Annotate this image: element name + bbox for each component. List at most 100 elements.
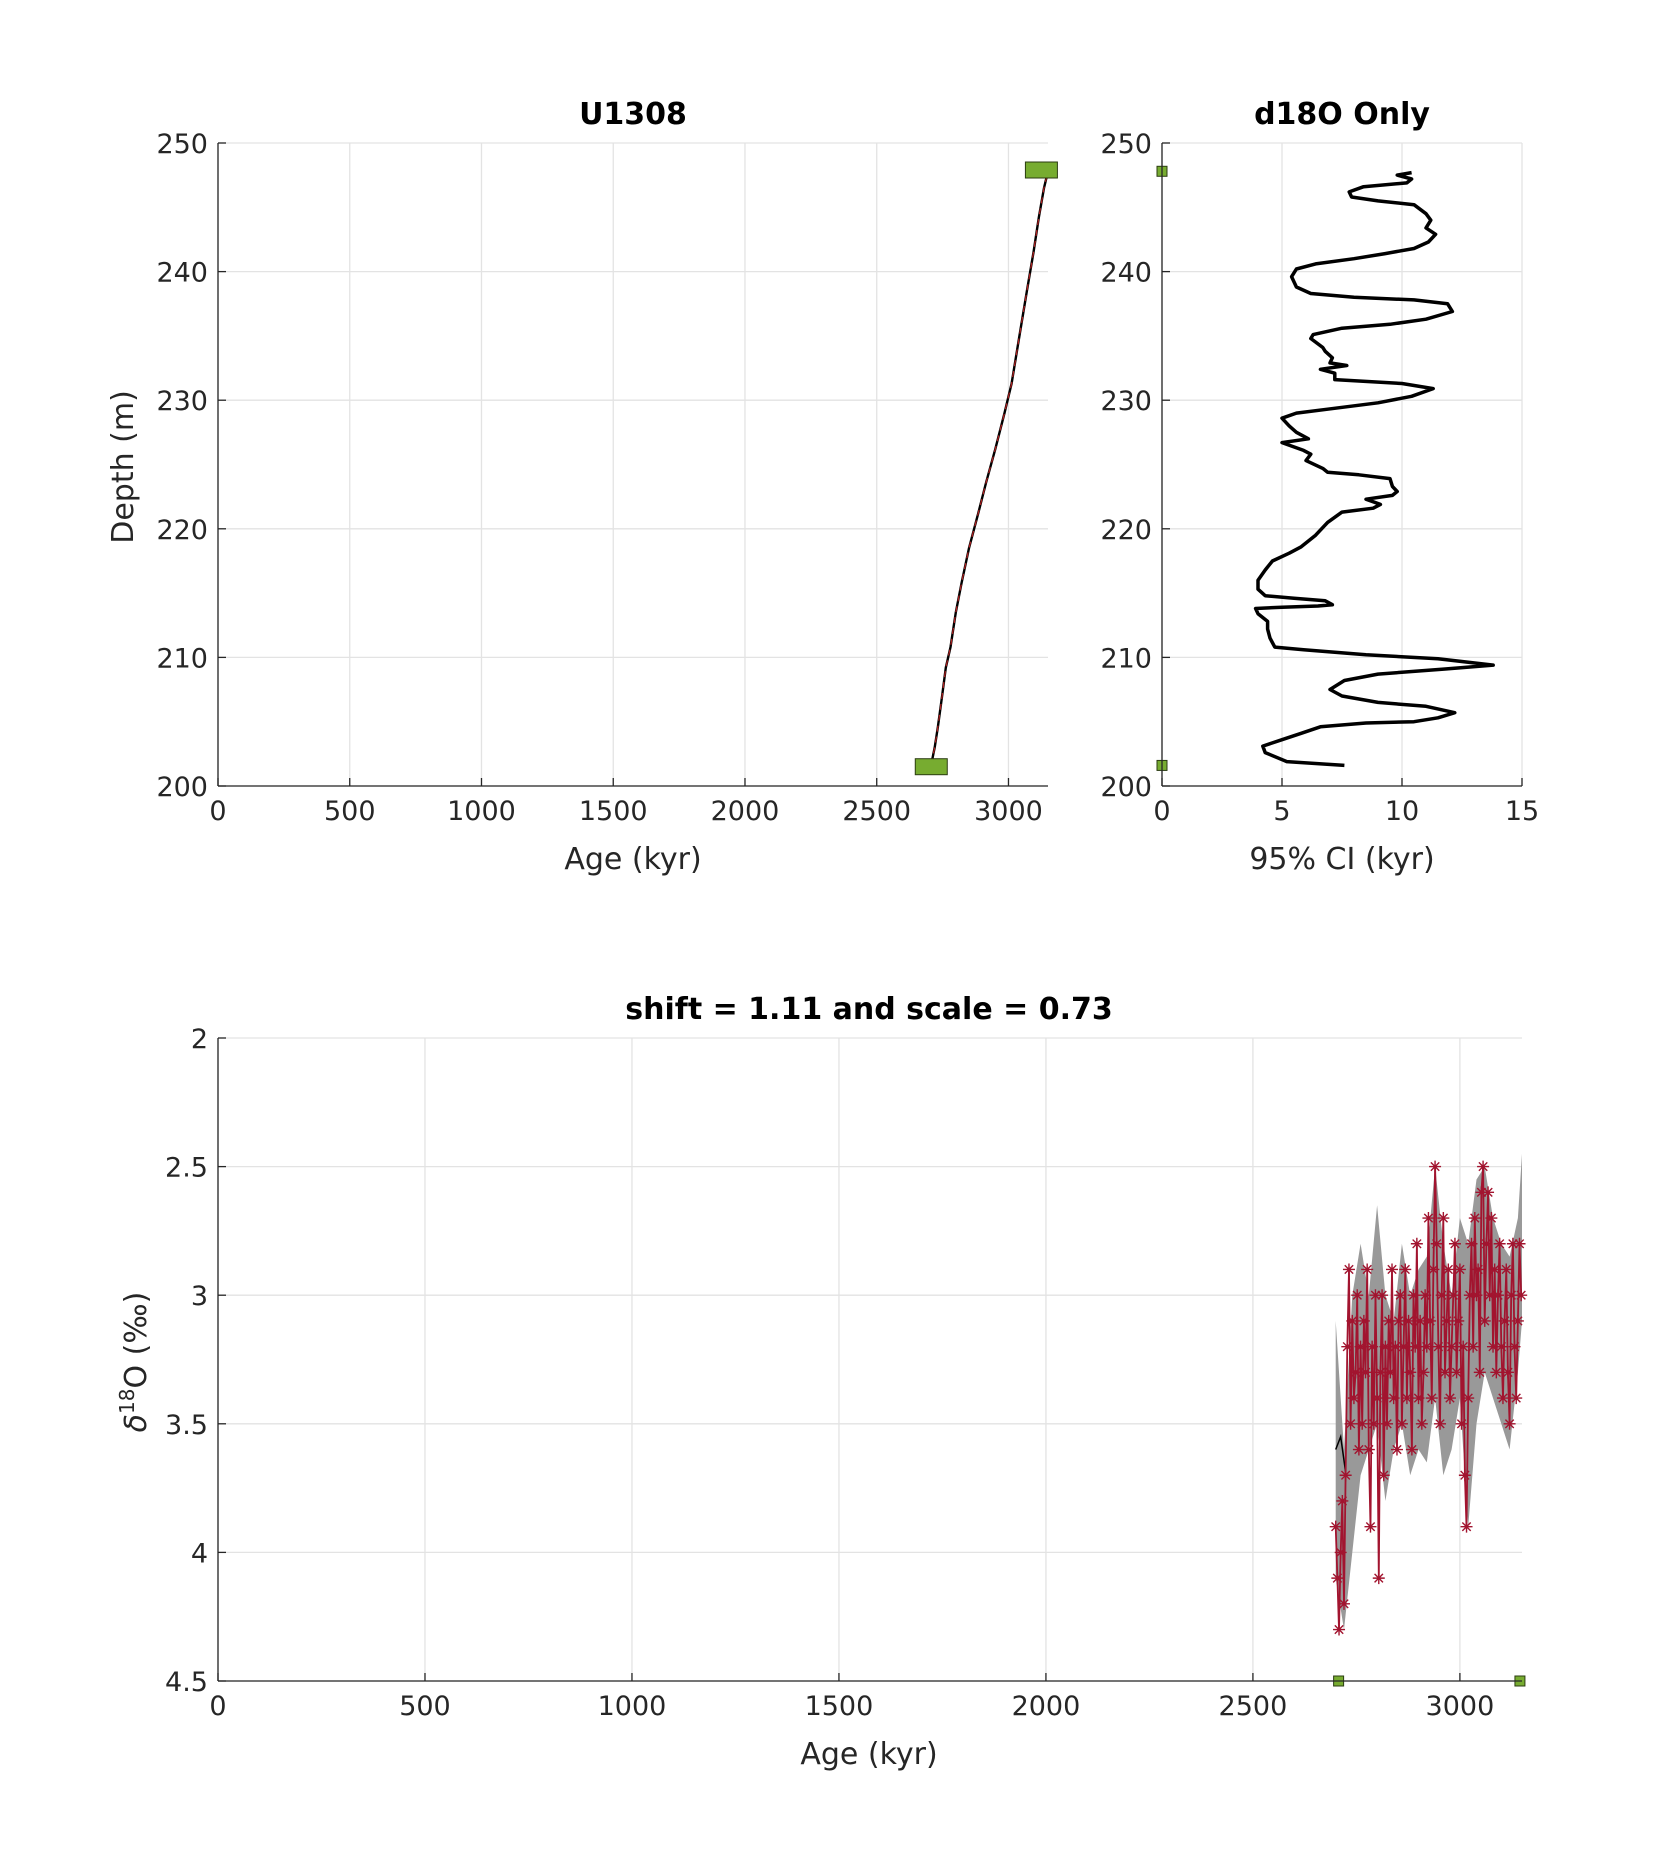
age-depth-title: U1308 xyxy=(579,97,687,132)
d18o-record-point xyxy=(1496,1392,1509,1405)
d18o-record-point xyxy=(1432,1340,1445,1353)
d18o-y-tick-label: 2 xyxy=(191,1024,208,1055)
d18o-y-tick-label: 3.5 xyxy=(165,1410,208,1441)
d18o-record-point xyxy=(1475,1186,1488,1199)
d18o-record-point xyxy=(1410,1237,1423,1250)
d18o-record-point xyxy=(1369,1289,1382,1302)
d18o-grid xyxy=(217,1037,1522,1682)
d18o-record-point xyxy=(1442,1263,1455,1276)
d18o-panel: shift = 1.11 and scale = 0.73 0 500 1000 15… xyxy=(115,992,1528,1772)
d18o-record-point xyxy=(1342,1263,1355,1276)
ci-x-label: 95% CI (kyr) xyxy=(1249,842,1434,877)
age-depth-x-tick-label: 2000 xyxy=(711,796,780,827)
d18o-record-point xyxy=(1462,1392,1475,1405)
d18o-record-point xyxy=(1414,1314,1427,1327)
d18o-x-tick-label: 3000 xyxy=(1426,1691,1495,1722)
d18o-record-point xyxy=(1351,1289,1364,1302)
d18o-record-point xyxy=(1453,1263,1466,1276)
d18o-record-point xyxy=(1483,1289,1496,1302)
d18o-record-point xyxy=(1371,1392,1384,1405)
d18o-record-point xyxy=(1392,1314,1405,1327)
age-depth-x-tick-label: 3000 xyxy=(974,796,1043,827)
ci-y-ticks: 200 210 220 230 240 250 xyxy=(1100,129,1152,803)
d18o-record-point xyxy=(1470,1289,1483,1302)
d18o-record-point xyxy=(1404,1366,1417,1379)
d18o-record-point xyxy=(1374,1366,1387,1379)
d18o-record-point xyxy=(1337,1597,1350,1610)
d18o-record-point xyxy=(1333,1623,1346,1636)
d18o-record-point xyxy=(1448,1237,1461,1250)
d18o-record-point xyxy=(1387,1392,1400,1405)
d18o-record-point xyxy=(1482,1186,1495,1199)
d18o-record-point xyxy=(1389,1340,1402,1353)
d18o-x-tick-label: 2500 xyxy=(1219,1691,1288,1722)
age-depth-tie-point xyxy=(1024,161,1058,179)
age-depth-y-ticks: 200 210 220 230 240 250 xyxy=(156,129,208,803)
d18o-record-point xyxy=(1501,1366,1514,1379)
age-depth-x-tick-label: 0 xyxy=(209,796,226,827)
age-depth-x-tick-label: 1000 xyxy=(447,796,516,827)
d18o-record-point xyxy=(1364,1520,1377,1533)
d18o-median-line xyxy=(1335,1433,1347,1476)
d18o-record-point xyxy=(1359,1366,1372,1379)
d18o-record-point xyxy=(1485,1212,1498,1225)
d18o-record-point xyxy=(1439,1366,1451,1379)
d18o-record-point xyxy=(1331,1572,1344,1585)
d18o-record-point xyxy=(1488,1263,1501,1276)
d18o-record-point xyxy=(1347,1392,1360,1405)
d18o-record-point xyxy=(1356,1417,1369,1430)
d18o-record-point xyxy=(1395,1417,1408,1430)
d18o-record-point xyxy=(1490,1366,1503,1379)
d18o-record-point xyxy=(1376,1289,1389,1302)
ci-x-tick-label: 0 xyxy=(1153,796,1170,827)
age-depth-x-tick-label: 1500 xyxy=(579,796,648,827)
d18o-record-point xyxy=(1458,1469,1471,1482)
d18o-record-point xyxy=(1506,1237,1519,1250)
age-depth-x-ticks: 0 500 1000 1500 2000 2500 3000 xyxy=(209,796,1042,827)
d18o-y-label: δ18O (‰) xyxy=(115,1292,154,1433)
d18o-record-point xyxy=(1491,1289,1504,1302)
age-depth-plot xyxy=(914,161,1058,776)
d18o-axes xyxy=(217,1037,1522,1682)
ci-y-tick-label: 250 xyxy=(1100,129,1152,160)
d18o-record-point xyxy=(1513,1237,1526,1250)
d18o-record-point xyxy=(1465,1237,1478,1250)
d18o-record-point xyxy=(1429,1160,1442,1173)
d18o-record-point xyxy=(1366,1340,1379,1353)
d18o-record-point xyxy=(1344,1417,1357,1430)
d18o-record-point xyxy=(1511,1314,1524,1327)
d18o-record-point xyxy=(1457,1340,1470,1353)
age-depth-x-label: Age (kyr) xyxy=(564,842,701,877)
d18o-y-tick-label: 2.5 xyxy=(165,1153,208,1184)
d18o-record-point xyxy=(1354,1340,1367,1353)
age-depth-tie-point xyxy=(914,758,948,776)
d18o-x-ticks: 0 500 1000 1500 2000 2500 3000 xyxy=(209,1691,1494,1722)
d18o-record-point xyxy=(1329,1520,1342,1533)
d18o-record-point xyxy=(1430,1237,1443,1250)
d18o-record-point xyxy=(1381,1417,1394,1430)
d18o-record-point xyxy=(1425,1392,1438,1405)
d18o-x-tick-label: 1000 xyxy=(598,1691,667,1722)
d18o-y-tick-label: 4 xyxy=(191,1538,208,1569)
d18o-record-point xyxy=(1487,1340,1500,1353)
d18o-record-point xyxy=(1336,1494,1349,1507)
age-depth-x-tick-label: 2500 xyxy=(842,796,911,827)
age-depth-plot-area xyxy=(218,143,1048,786)
d18o-record-point xyxy=(1477,1160,1490,1173)
d18o-record-point xyxy=(1480,1237,1493,1250)
d18o-y-ticks: 2 2.5 3 3.5 4 4.5 xyxy=(165,1024,208,1698)
d18o-record-point xyxy=(1473,1366,1486,1379)
d18o-record-point xyxy=(1445,1340,1458,1353)
d18o-record-point xyxy=(1472,1263,1485,1276)
d18o-record-point xyxy=(1390,1443,1403,1456)
d18o-record-point xyxy=(1341,1340,1354,1353)
d18o-record-point xyxy=(1405,1443,1418,1456)
d18o-record-point xyxy=(1402,1314,1415,1327)
d18o-record-point xyxy=(1379,1340,1392,1353)
ci-x-tick-label: 10 xyxy=(1385,796,1419,827)
d18o-record-point xyxy=(1384,1366,1397,1379)
d18o-record-point xyxy=(1498,1314,1511,1327)
ci-title: d18O Only xyxy=(1254,97,1430,132)
d18o-record-point xyxy=(1339,1469,1352,1482)
